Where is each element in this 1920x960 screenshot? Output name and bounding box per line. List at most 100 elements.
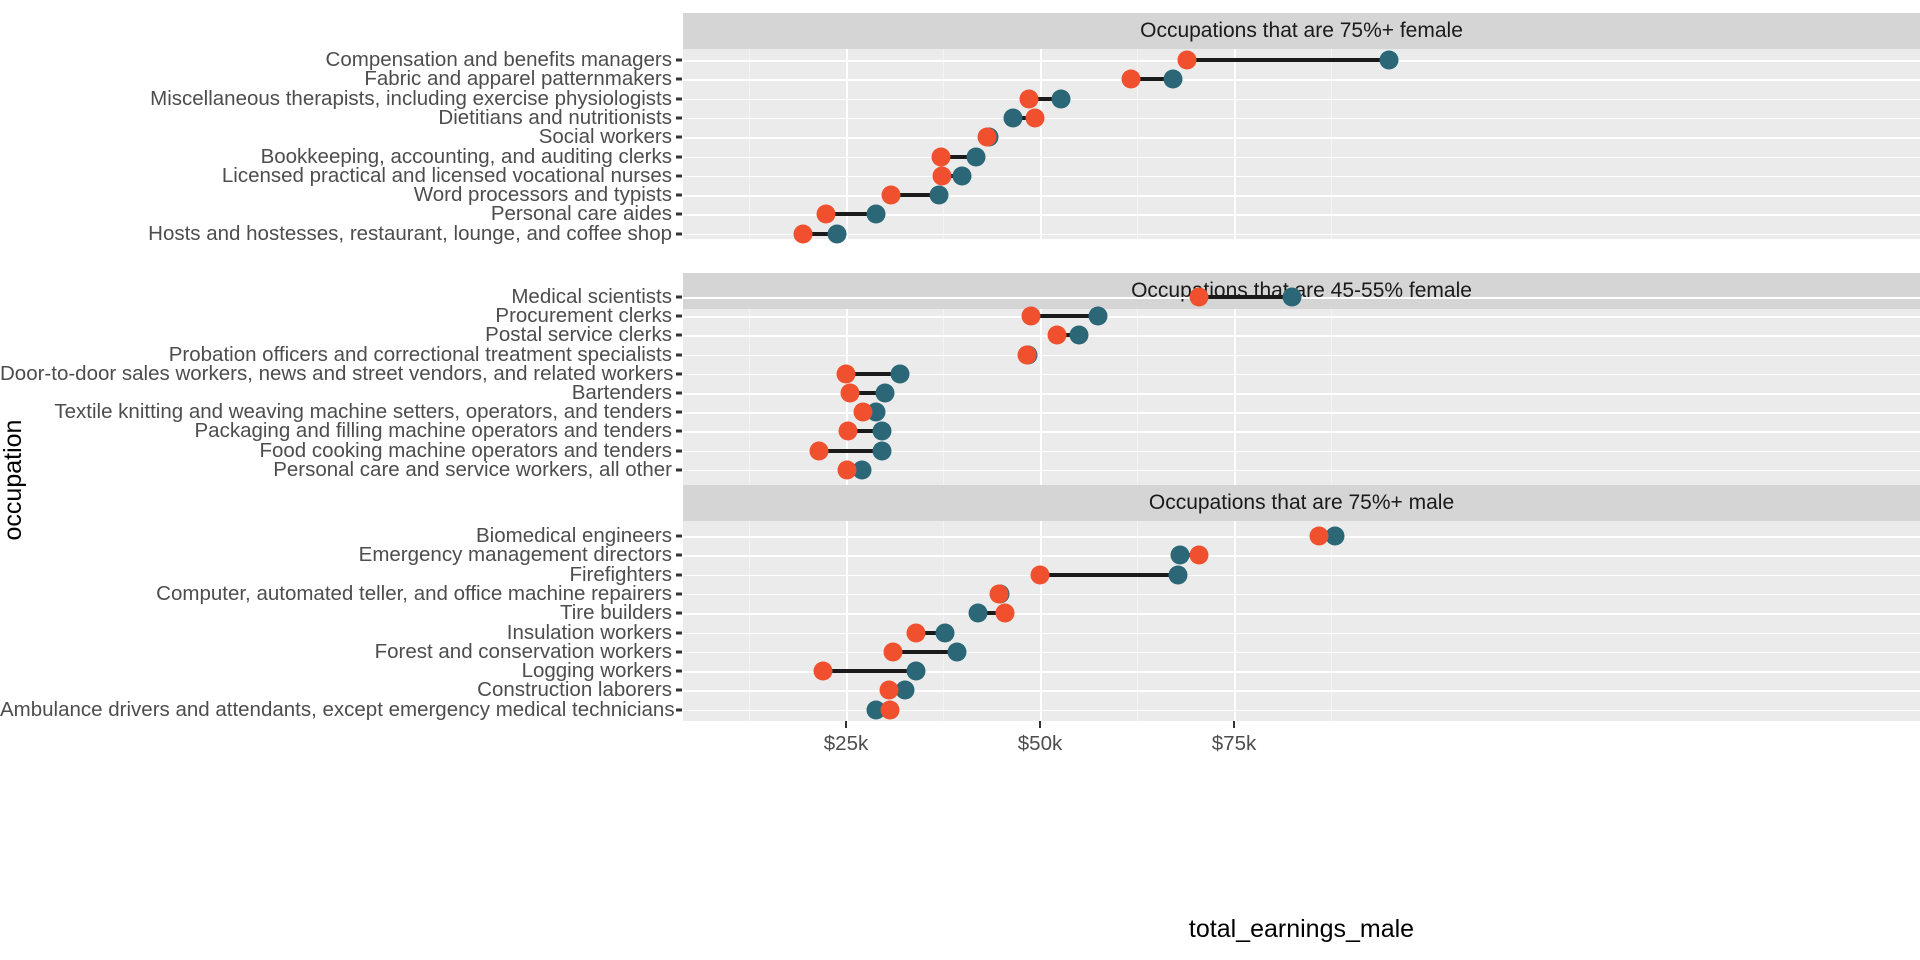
female-earnings-point[interactable] [995, 603, 1015, 623]
gridline-minor [943, 49, 944, 239]
male-earnings-point[interactable] [827, 224, 847, 244]
female-earnings-point[interactable] [1030, 565, 1050, 585]
female-earnings-point[interactable] [837, 460, 857, 480]
female-earnings-point[interactable] [816, 204, 836, 224]
female-earnings-point[interactable] [1021, 306, 1041, 326]
female-earnings-point[interactable] [809, 441, 829, 461]
y-tick-mark [676, 97, 682, 101]
male-earnings-point[interactable] [947, 642, 967, 662]
gridline-major [1234, 49, 1236, 239]
female-earnings-point[interactable] [880, 700, 900, 720]
female-earnings-point[interactable] [1189, 287, 1209, 307]
male-earnings-point[interactable] [1163, 69, 1183, 89]
male-earnings-point[interactable] [872, 441, 892, 461]
female-earnings-point[interactable] [883, 642, 903, 662]
y-tick-label: Forest and conservation workers [374, 639, 672, 663]
row-gridline [683, 555, 1920, 557]
y-tick-label: Food cooking machine operators and tende… [259, 438, 672, 462]
male-earnings-point[interactable] [1170, 545, 1190, 565]
male-earnings-point[interactable] [890, 364, 910, 384]
y-tick-mark [676, 553, 682, 557]
female-earnings-point[interactable] [1189, 545, 1209, 565]
male-earnings-point[interactable] [1069, 325, 1089, 345]
male-earnings-point[interactable] [1168, 565, 1188, 585]
female-earnings-point[interactable] [793, 224, 813, 244]
gridline-minor [943, 521, 944, 721]
male-earnings-point[interactable] [968, 603, 988, 623]
male-earnings-point[interactable] [929, 185, 949, 205]
y-tick-label: Tire builders [559, 601, 672, 625]
female-earnings-point[interactable] [977, 127, 997, 147]
y-tick-label: Textile knitting and weaving machine set… [54, 400, 672, 424]
y-tick-label: Word processors and typists [413, 183, 672, 207]
male-earnings-point[interactable] [935, 623, 955, 642]
y-tick-label: Packaging and filling machine operators … [194, 419, 673, 443]
plot-area [683, 287, 1920, 489]
dumbbell-segment [1199, 295, 1293, 299]
y-tick-label: Bookkeeping, accounting, and auditing cl… [260, 144, 672, 168]
y-tick-mark [676, 592, 682, 596]
male-earnings-point[interactable] [1325, 526, 1345, 546]
female-earnings-point[interactable] [836, 364, 856, 384]
female-earnings-point[interactable] [1047, 325, 1067, 345]
row-gridline [683, 574, 1920, 577]
female-earnings-point[interactable] [989, 584, 1009, 604]
gridline-minor [749, 309, 750, 489]
y-tick-label: Procurement clerks [495, 304, 672, 328]
female-earnings-point[interactable] [1177, 50, 1197, 70]
female-earnings-point[interactable] [1025, 108, 1045, 128]
male-earnings-point[interactable] [875, 383, 895, 403]
female-earnings-point[interactable] [931, 147, 951, 166]
female-earnings-point[interactable] [813, 661, 833, 681]
y-tick-label: Compensation and benefits managers [325, 48, 672, 71]
male-earnings-point[interactable] [852, 460, 872, 480]
male-earnings-point[interactable] [966, 147, 986, 166]
row-gridline [683, 233, 1920, 236]
male-earnings-point[interactable] [1088, 306, 1108, 326]
row-gridline [683, 214, 1920, 216]
male-earnings-point[interactable] [906, 661, 926, 681]
y-tick-mark [676, 295, 682, 299]
gridline-major [846, 49, 848, 239]
male-earnings-point[interactable] [895, 680, 915, 700]
y-tick-label: Dietitians and nutritionists [438, 105, 672, 129]
dumbbell-segment [1179, 553, 1200, 558]
y-tick-label: Fabric and apparel patternmakers [364, 67, 672, 91]
male-earnings-point[interactable] [1379, 50, 1399, 70]
male-earnings-point[interactable] [866, 204, 886, 224]
dumbbell-segment [825, 212, 877, 217]
female-earnings-point[interactable] [879, 680, 899, 700]
female-earnings-point[interactable] [906, 623, 926, 642]
y-tick-label: Firefighters [569, 562, 672, 586]
gridline-minor [749, 49, 750, 239]
gridline-major [1234, 521, 1236, 721]
female-earnings-point[interactable] [853, 402, 873, 422]
male-earnings-point[interactable] [872, 421, 892, 441]
plot-area [683, 521, 1920, 721]
male-earnings-point[interactable] [1282, 287, 1302, 307]
male-earnings-point[interactable] [952, 166, 972, 186]
female-earnings-point[interactable] [1019, 89, 1039, 109]
female-earnings-point[interactable] [881, 185, 901, 205]
row-gridline [683, 690, 1920, 692]
male-earnings-point[interactable] [1051, 89, 1071, 109]
y-tick-mark [676, 353, 682, 357]
y-tick-mark [676, 58, 682, 62]
female-earnings-point[interactable] [838, 421, 858, 441]
female-earnings-point[interactable] [932, 166, 952, 186]
dumbbell-segment [1030, 314, 1099, 319]
female-earnings-point[interactable] [840, 383, 860, 403]
y-tick-mark [676, 611, 682, 615]
dumbbell-segment [941, 154, 977, 159]
row-gridline [683, 195, 1920, 197]
x-tick-mark [1039, 721, 1041, 728]
female-earnings-point[interactable] [1121, 69, 1141, 89]
female-earnings-point[interactable] [1309, 526, 1329, 546]
row-gridline [683, 316, 1920, 318]
male-earnings-point[interactable] [1003, 108, 1023, 128]
facet-strip-label: Occupations that are 45-55% female [683, 273, 1920, 309]
y-tick-label: Probation officers and correctional trea… [168, 342, 672, 366]
female-earnings-point[interactable] [1017, 345, 1037, 365]
dumbbell-segment [1029, 96, 1061, 101]
